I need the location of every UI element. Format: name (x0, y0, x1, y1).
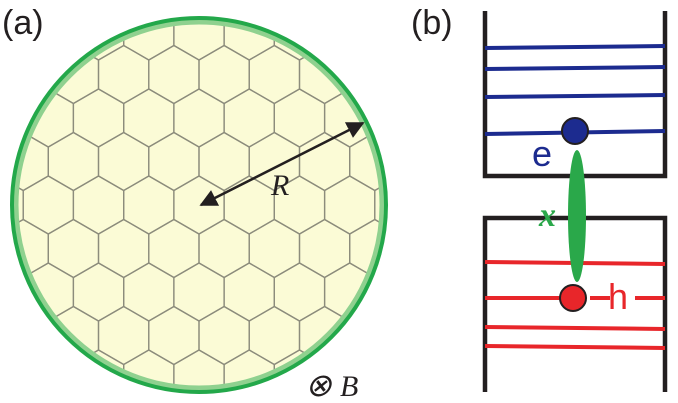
field-direction-icon: ⊗ (305, 367, 332, 403)
disk-inner-ring (13, 19, 385, 391)
conduction-level (484, 44, 666, 50)
radius-arrow (199, 121, 365, 207)
field-label: B (340, 370, 358, 403)
hole (559, 284, 587, 312)
exciton-binding (568, 150, 586, 282)
panel-b-label: (b) (411, 4, 453, 42)
radius-label: R (270, 169, 289, 202)
electron-label: e (532, 133, 552, 174)
hole-label: h (608, 276, 628, 317)
panel-b: (b) e h x (411, 4, 668, 392)
valence-level (484, 344, 666, 350)
valence-level (484, 325, 666, 331)
exciton-label: x (538, 197, 556, 234)
conduction-level (484, 93, 666, 99)
conduction-level (484, 65, 666, 71)
lattice-hexagon (374, 175, 380, 235)
disk-outer-ring (10, 16, 388, 394)
panel-a: (a) R ⊗ B (2, 4, 388, 403)
panel-a-label: (a) (2, 4, 44, 42)
electron (561, 117, 589, 145)
quantum-dot-disk (16, 22, 382, 388)
